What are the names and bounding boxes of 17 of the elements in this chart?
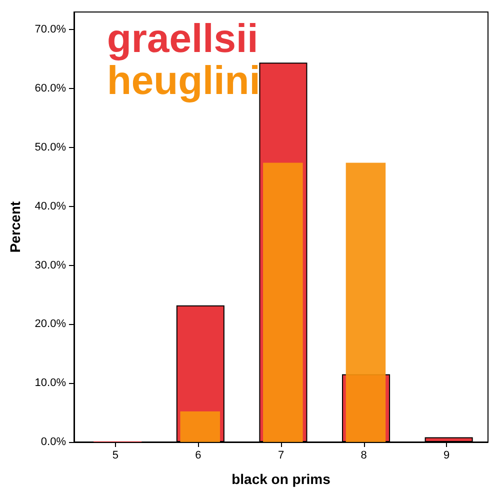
y-tick-label: 50.0%	[34, 141, 66, 154]
x-tick-label: 8	[360, 450, 367, 462]
x-tick-label: 5	[112, 450, 118, 462]
x-tick-label: 7	[278, 450, 284, 462]
x-tick-label: 6	[195, 450, 202, 462]
y-axis-title: Percent	[7, 200, 23, 253]
x-axis-title: black on prims	[232, 471, 331, 487]
y-tick-label: 0.0%	[40, 436, 66, 448]
y-tick-label: 60.0%	[34, 82, 66, 95]
x-tick-label: 9	[444, 450, 450, 462]
y-tick-label: 20.0%	[34, 318, 66, 330]
y-tick-label: 10.0%	[34, 377, 66, 390]
series-label: heuglini	[107, 59, 260, 103]
y-tick-label: 40.0%	[34, 200, 66, 212]
y-tick-label: 70.0%	[34, 24, 66, 36]
y-tick-label: 30.0%	[34, 259, 66, 272]
series-label: graellsii	[107, 17, 258, 61]
